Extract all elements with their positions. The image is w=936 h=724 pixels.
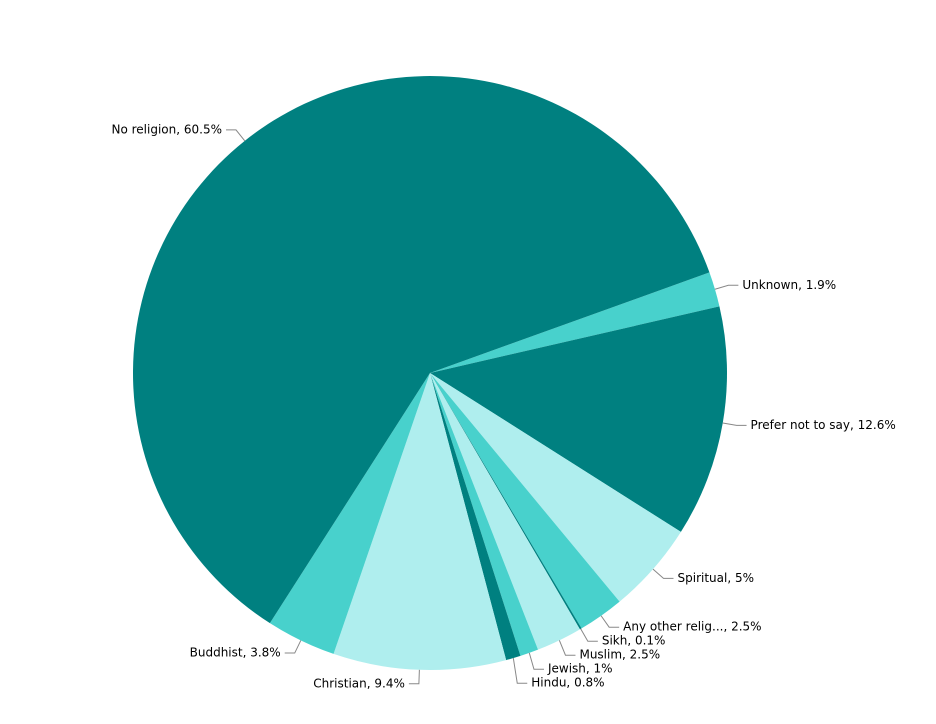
- leader-line: [528, 652, 544, 670]
- pie-slice: [269, 373, 430, 654]
- pie-slice: [430, 373, 521, 661]
- pie-slice: [430, 306, 727, 532]
- leader-line: [580, 628, 598, 642]
- leader-line: [600, 615, 620, 628]
- slice-label: Prefer not to say, 12.6%: [751, 418, 896, 432]
- slice-label: Unknown, 1.9%: [742, 278, 836, 292]
- slice-label: Any other relig..., 2.5%: [623, 620, 761, 634]
- slice-label: Buddhist, 3.8%: [190, 646, 281, 660]
- slice-label: Muslim, 2.5%: [579, 648, 660, 662]
- slice-label: Hindu, 0.8%: [531, 676, 604, 690]
- slice-label: Sikh, 0.1%: [602, 634, 666, 648]
- slice-label: Spiritual, 5%: [678, 571, 755, 585]
- leader-line: [722, 422, 747, 426]
- leader-line: [558, 640, 576, 656]
- leader-line: [408, 669, 420, 685]
- leader-line: [714, 284, 739, 290]
- pie-slice: [430, 272, 720, 373]
- pie-slice: [430, 373, 620, 629]
- leader-line: [226, 129, 246, 142]
- pie-slice: [430, 373, 582, 630]
- leader-line: [284, 640, 302, 654]
- pie-slice: [430, 373, 681, 602]
- slice-label: No religion, 60.5%: [111, 122, 222, 136]
- leader-line: [512, 657, 528, 684]
- pie-slice: [333, 373, 507, 670]
- pie-slice: [430, 373, 539, 656]
- slice-label: Jewish, 1%: [547, 662, 613, 676]
- leader-line: [652, 568, 674, 579]
- slice-label: Christian, 9.4%: [313, 676, 405, 690]
- pie-slice: [430, 373, 580, 650]
- pie-slice: [132, 75, 710, 624]
